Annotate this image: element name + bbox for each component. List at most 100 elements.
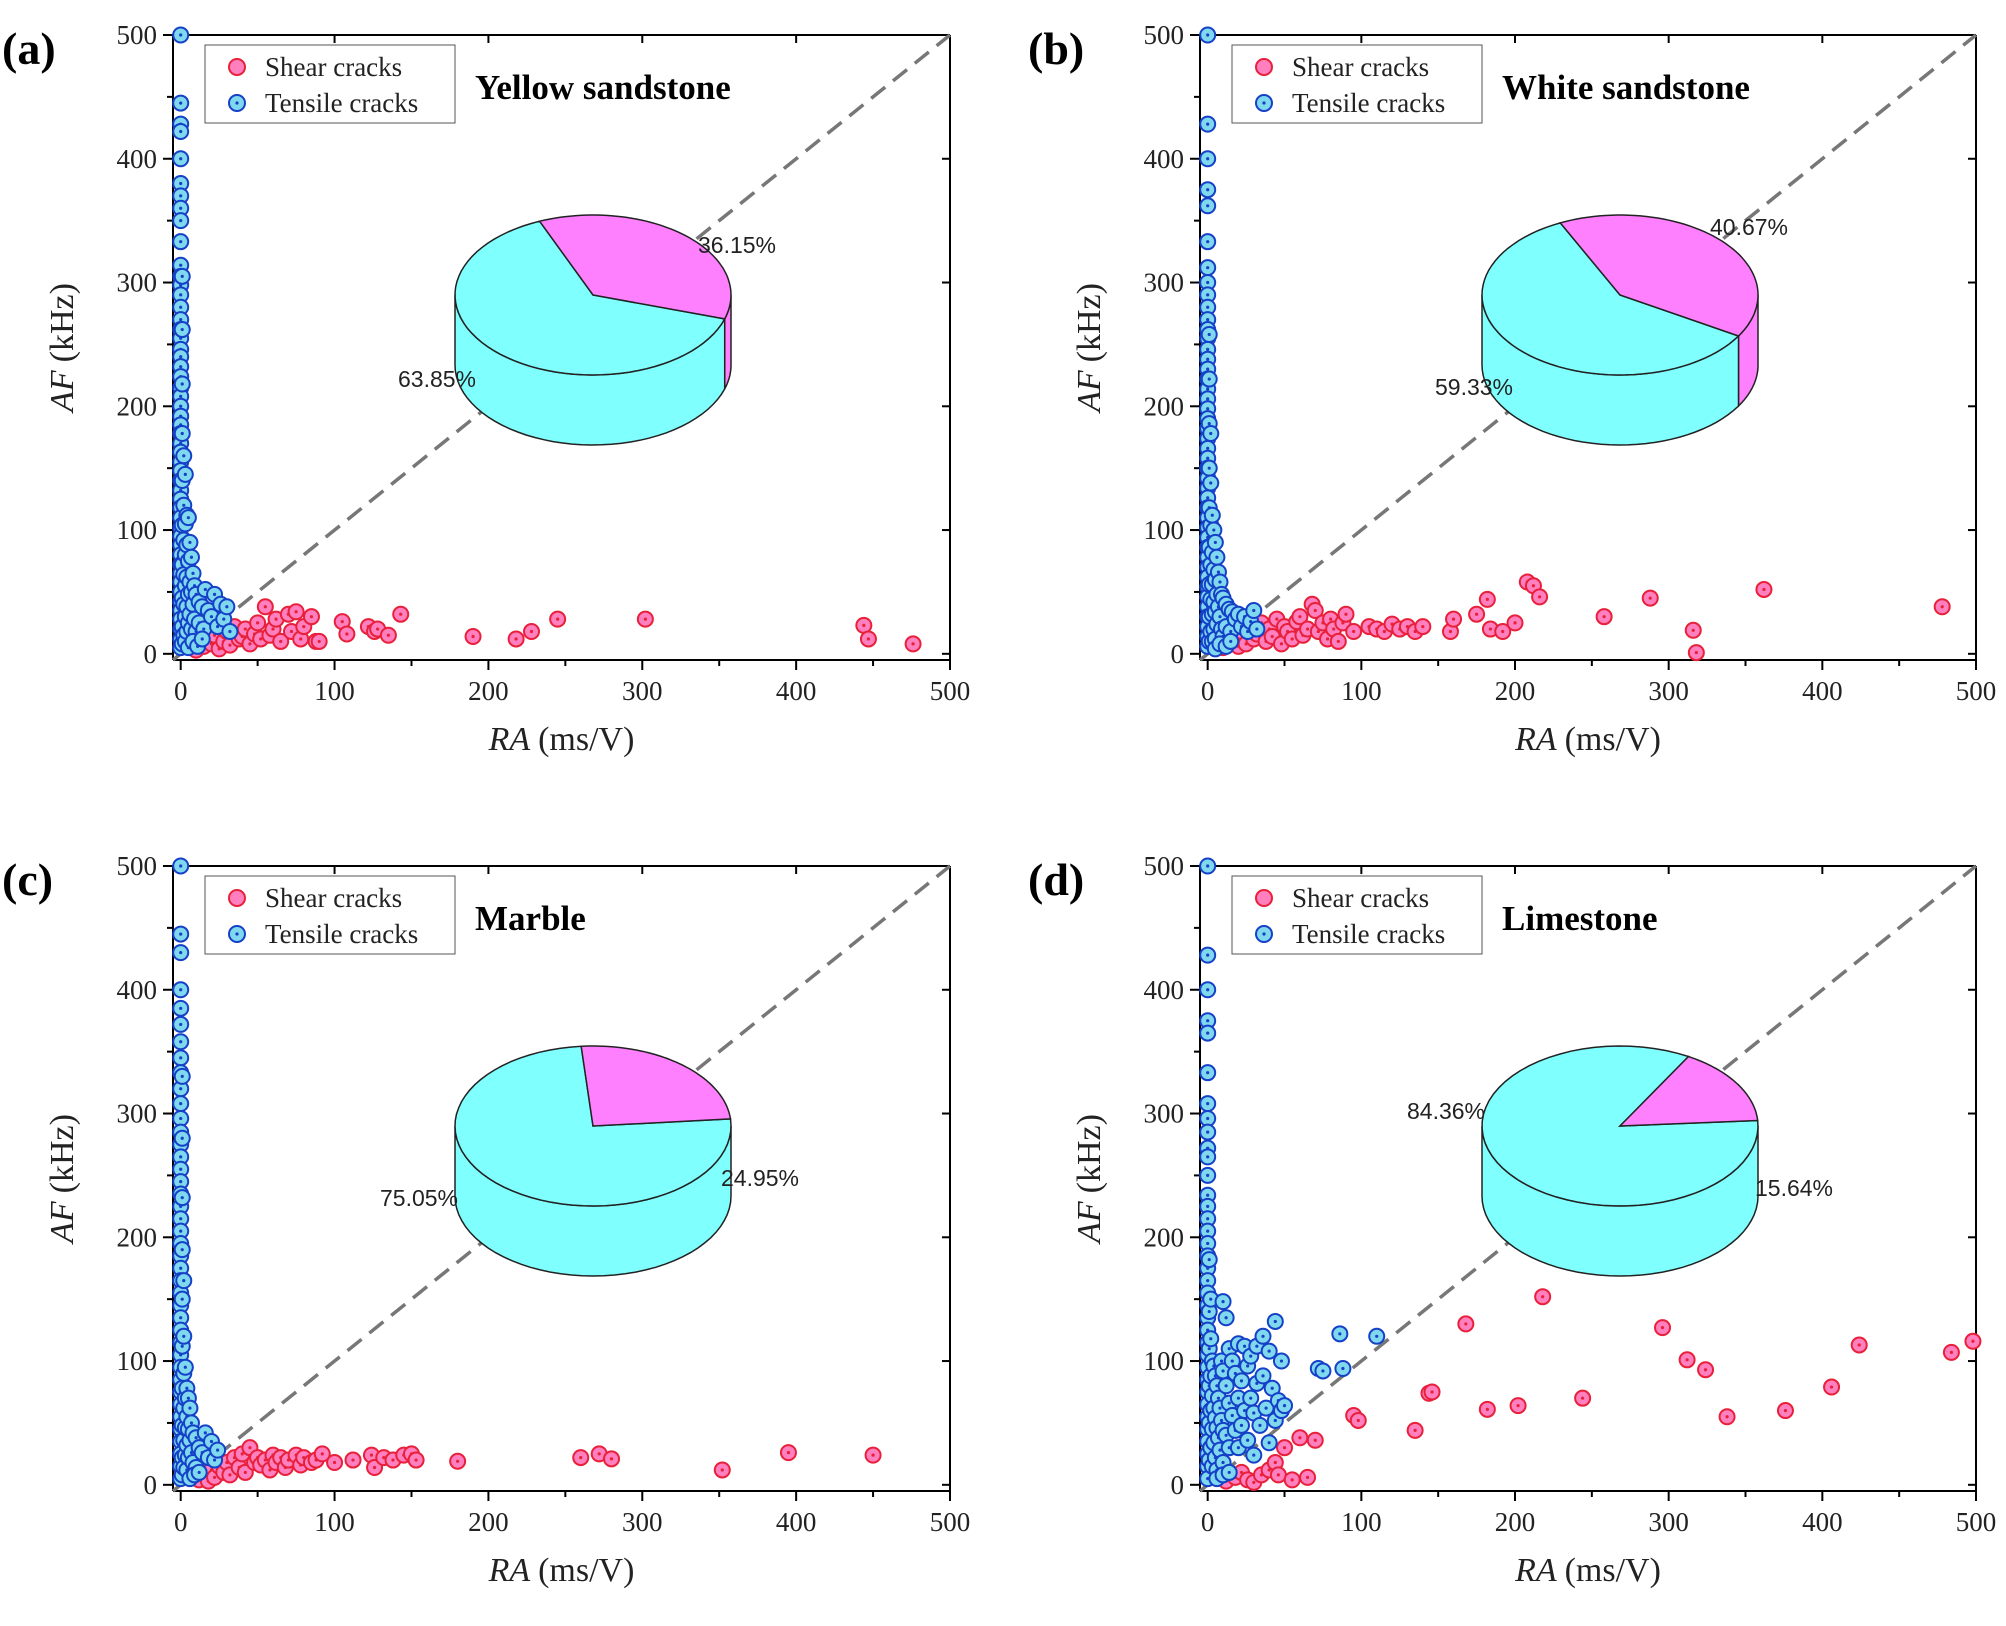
tensile-point-dot (179, 33, 183, 37)
tensile-point-dot (1206, 293, 1210, 297)
pie-chart: 40.67% 59.33% (1435, 214, 1788, 446)
tensile-point-dot (1242, 1408, 1247, 1413)
tensile-point-dot (203, 1431, 207, 1435)
shear-point-dot (1648, 596, 1652, 600)
shear-point-dot (271, 627, 275, 631)
shear-point-dot (1313, 1438, 1317, 1442)
shear-point-dot (643, 617, 647, 621)
y-tick-label: 0 (144, 1470, 158, 1500)
tensile-point-dot (1206, 157, 1210, 161)
shear-point-dot (243, 627, 247, 631)
legend: Shear cracks Tensile cracks (1231, 44, 1483, 124)
tensile-point-dot (180, 1248, 184, 1252)
legend-tensile-label: Tensile cracks (1292, 919, 1445, 949)
tensile-point-dot (1252, 1453, 1256, 1457)
shear-point-dot (871, 1453, 875, 1457)
tensile-series (1199, 26, 1266, 658)
shear-point-dot (529, 629, 534, 634)
tensile-point-dot (1255, 1381, 1259, 1385)
x-tick-label: 0 (1201, 676, 1215, 706)
pie-tensile-slice (1481, 222, 1740, 376)
shear-point-dot (1857, 1343, 1861, 1347)
tensile-point-dot (179, 293, 183, 297)
shear-point-dot (240, 1452, 244, 1456)
y-axis-unit: (kHz) (1071, 283, 1108, 362)
tensile-point-dot (179, 988, 183, 992)
shear-point-dot (1356, 1418, 1360, 1423)
legend-tensile-label: Tensile cracks (1292, 88, 1445, 118)
tensile-point-dot (1224, 1433, 1228, 1437)
shear-point-dot (382, 1455, 386, 1460)
shear-point-dot (1703, 1368, 1708, 1372)
shear-point-dot (1725, 1415, 1729, 1419)
shear-point-dot (1762, 587, 1766, 592)
tensile-point-dot (1239, 1379, 1244, 1383)
tensile-point-dot (216, 624, 220, 629)
tensile-point-dot (1206, 1229, 1210, 1233)
shear-point-dot (786, 1451, 791, 1455)
tensile-point-dot (189, 555, 194, 559)
shear-point-dot (399, 612, 403, 616)
shear-point-dot (1829, 1385, 1834, 1389)
tensile-point-dot (1273, 1418, 1277, 1423)
tensile-point-dot (1206, 953, 1210, 957)
tensile-point-dot (179, 1266, 183, 1270)
legend-tensile-dot (235, 932, 239, 936)
shear-point-dot (1313, 608, 1317, 613)
x-axis-title: RA (ms/V) (1514, 721, 1661, 758)
shear-point-dot (1413, 1428, 1417, 1432)
x-tick-label: 200 (468, 676, 509, 706)
shear-point-dot (1448, 629, 1453, 634)
tensile-point-dot (1209, 1297, 1213, 1301)
x-axis-title: RA (ms/V) (1514, 1552, 1661, 1589)
chart-title: Marble (475, 899, 586, 938)
tensile-point-dot (189, 1421, 194, 1425)
shear-point-dot (1336, 639, 1340, 644)
chart-title: Yellow sandstone (475, 68, 731, 107)
shear-point-dot (414, 1458, 418, 1462)
shear-point-dot (1485, 1407, 1489, 1411)
y-tick-label: 300 (1144, 268, 1185, 298)
shear-point-dot (1685, 1358, 1689, 1362)
tensile-point-dot (179, 1229, 183, 1233)
shear-series (190, 1439, 882, 1490)
tensile-point-dot (179, 1087, 183, 1091)
tensile-point-dot (1252, 1411, 1256, 1415)
tensile-point-dot (180, 1344, 184, 1348)
x-tick-label: 300 (622, 676, 663, 706)
legend-shear-marker (1255, 58, 1273, 76)
tensile-point-dot (1233, 1371, 1237, 1376)
tensile-point-dot (1207, 466, 1211, 470)
x-tick-label: 0 (174, 676, 188, 706)
x-tick-label: 200 (1495, 1507, 1536, 1537)
legend-box (204, 875, 456, 955)
shear-point-dot (1501, 629, 1505, 634)
tensile-point-dot (1221, 1369, 1225, 1373)
tensile-point-dot (1219, 1418, 1224, 1423)
legend-tensile-label: Tensile cracks (265, 919, 418, 949)
tensile-point-dot (1239, 1423, 1244, 1428)
y-axis-title: AF (kHz) (1071, 1114, 1108, 1245)
tensile-point-dot (1206, 1241, 1210, 1246)
x-tick-label: 400 (776, 1507, 817, 1537)
shear-point-dot (1488, 627, 1493, 631)
tensile-point-dot (216, 1448, 220, 1452)
pie-shear-pct: 15.64% (1755, 1175, 1833, 1201)
tensile-point-dot (1246, 1364, 1250, 1368)
shear-point-dot (259, 637, 263, 641)
legend-shear-label: Shear cracks (265, 52, 402, 82)
legend-tensile-dot (1262, 932, 1266, 936)
tensile-point-dot (1246, 629, 1250, 634)
x-tick-label: 500 (1956, 676, 1997, 706)
shear-point-dot (1513, 621, 1517, 625)
tensile-point-dot (1206, 1217, 1210, 1221)
x-tick-label: 500 (1956, 1507, 1997, 1537)
shear-series (187, 598, 922, 659)
tensile-point-dot (1282, 1404, 1287, 1408)
tensile-point-dot (179, 1179, 183, 1184)
shear-point-dot (514, 637, 518, 641)
x-tick-label: 400 (1802, 676, 1843, 706)
tensile-point-dot (1207, 1309, 1211, 1314)
y-tick-label: 500 (117, 851, 158, 881)
tensile-point-dot (1224, 1384, 1228, 1388)
